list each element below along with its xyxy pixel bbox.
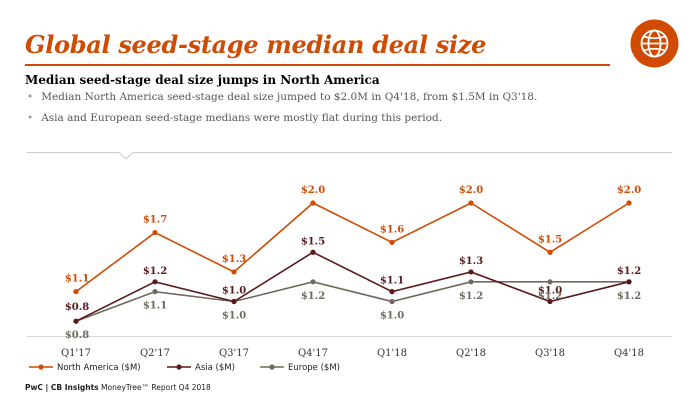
series-north-america [73,200,632,295]
north-america-data-label: $1.3 [222,254,246,265]
asia-point [231,298,237,305]
asia-data-label: $1.2 [143,266,167,277]
x-tick-label: Q1'18 [377,348,407,359]
x-tick-label: Q4'17 [298,348,328,359]
europe-data-label: $1.0 [222,311,246,322]
north-america-data-label: $2.0 [301,185,325,196]
asia-point [73,318,79,324]
bullet-dot: • [27,91,34,103]
europe-point [468,279,474,285]
legend-swatch-marker [269,364,275,370]
north-america-point [310,200,316,206]
north-america-point [547,249,553,255]
x-tick-label: Q1'17 [61,348,91,359]
x-tick-label: Q3'18 [535,348,565,359]
bullet-text: Median North America seed-stage deal siz… [41,91,538,103]
north-america-data-label: $1.6 [380,224,404,235]
legend: North America ($M) Asia ($M) Europe ($M) [29,363,340,373]
north-america-point [468,200,474,206]
asia-data-label: $1.3 [459,256,483,267]
north-america-point [231,269,237,275]
bullet-dot: • [27,112,34,124]
asia-point [626,279,632,285]
bullet-list: • Median North America seed-stage deal si… [27,91,537,133]
legend-label: Europe ($M) [288,363,340,373]
bullet-item: • Asia and European seed-stage medians we… [27,112,537,125]
legend-swatch-marker [38,364,44,370]
bullet-item: • Median North America seed-stage deal si… [27,91,537,104]
legend-label: North America ($M) [57,363,141,373]
asia-point [310,249,316,255]
footer: PwC | CB Insights MoneyTree™ Report Q4 2… [25,383,211,392]
north-america-labels: $1.1 $1.7 $1.3 $2.0 $1.6 $2.0 $1.5 $2.0 [65,185,641,285]
asia-point [152,279,158,285]
asia-line [75,251,630,322]
legend-item-europe: Europe ($M) [260,363,340,373]
asia-labels: $0.8$1.2$1.0$1.5$1.1$1.3$1.0$1.2 [65,236,641,313]
north-america-point [389,239,395,245]
europe-data-label: $1.0 [380,311,404,322]
north-america-data-label: $1.7 [143,215,167,226]
legend-label: Asia ($M) [195,363,235,373]
europe-data-label: $1.1 [143,301,167,312]
asia-data-label: $1.1 [380,276,404,287]
section-subtitle: Median seed-stage deal size jumps in Nor… [25,73,380,87]
asia-point [468,269,474,275]
europe-point [152,289,158,295]
title-divider [25,64,610,66]
north-america-data-label: $2.0 [617,185,641,196]
europe-point [389,298,395,305]
europe-point [310,279,316,285]
north-america-point [152,229,158,236]
asia-data-label: $1.0 [538,286,562,297]
asia-data-label: $0.8 [65,302,89,313]
x-tick-label: Q2'18 [456,348,486,359]
legend-item-asia: Asia ($M) [167,363,235,373]
asia-point [547,298,553,305]
footer-report: MoneyTree™ Report Q4 2018 [101,383,211,392]
europe-data-label: $1.2 [301,291,325,302]
series-layer: $1.1 $1.7 $1.3 $2.0 $1.6 $2.0 $1.5 $2.0 $0.8 $1.2… [65,185,641,341]
europe-labels: $0.8 $1.1 $1.0 $1.2 $1.0 $1.2 $1.2 $1.2 [65,291,641,341]
page-title: Global seed-stage median deal size [25,30,487,59]
europe-line [75,280,629,322]
north-america-point [626,200,632,206]
europe-data-label: $1.2 [538,291,562,302]
europe-point [547,279,553,285]
callout-divider [27,152,672,160]
asia-point [389,289,395,295]
bullet-text: Asia and European seed-stage medians wer… [41,112,443,124]
europe-data-label: $1.2 [617,291,641,302]
series-asia [73,249,632,324]
north-america-point [73,289,79,295]
legend-swatch-marker [176,364,182,370]
asia-data-label: $1.2 [617,266,641,277]
legend-item-north-america: North America ($M) [29,363,141,373]
globe-icon [630,19,679,68]
north-america-line [75,202,630,293]
europe-data-label: $1.2 [459,291,483,302]
x-tick-label: Q2'17 [140,348,170,359]
europe-data-label: $0.8 [65,330,89,341]
x-axis-ticks: Q1'17 Q2'17 Q3'17 Q4'17 Q1'18 Q2'18 Q3'18 Q4'18 [61,348,644,359]
asia-data-label: $1.5 [301,236,325,247]
north-america-data-label: $1.5 [538,234,562,245]
x-tick-label: Q4'18 [614,348,644,359]
asia-data-label: $1.0 [222,286,246,297]
footer-brand: PwC | CB Insights [25,383,99,392]
x-tick-label: Q3'17 [219,348,249,359]
north-america-data-label: $1.1 [65,274,89,285]
north-america-data-label: $2.0 [459,185,483,196]
